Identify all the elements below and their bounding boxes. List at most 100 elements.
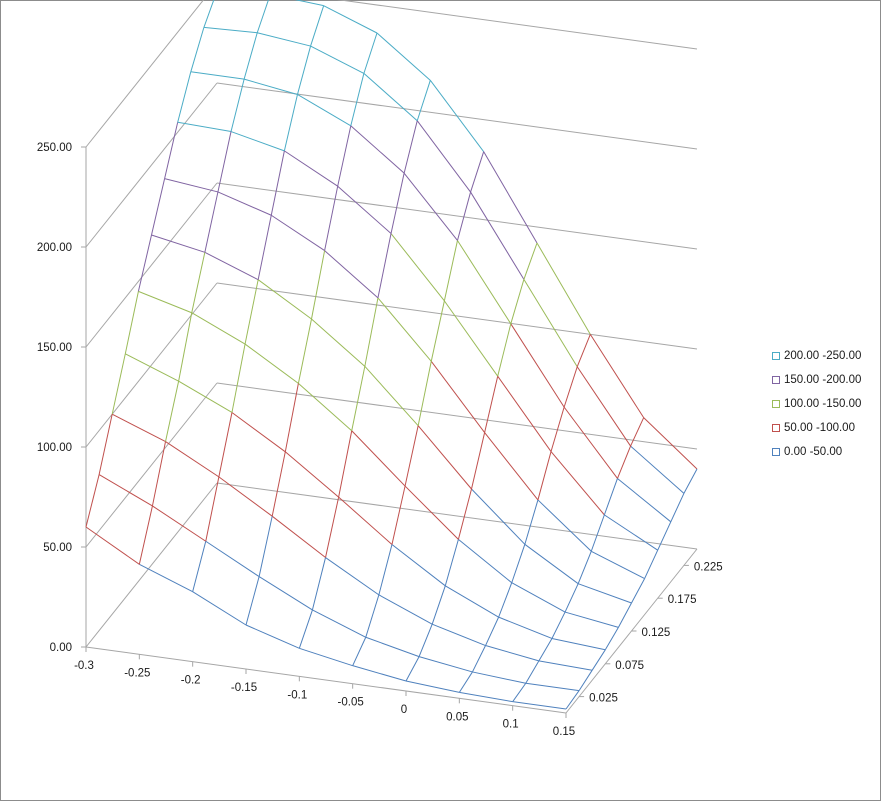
surface-segment xyxy=(430,300,445,362)
surface-segment xyxy=(138,290,192,314)
surface-segment xyxy=(443,300,499,377)
surface-segment xyxy=(270,214,325,252)
surface-segment xyxy=(271,515,326,558)
wall-gridline xyxy=(85,82,218,248)
surface-segment xyxy=(324,250,379,299)
surface-segment xyxy=(257,32,311,47)
surface-segment xyxy=(497,375,552,452)
x-tick-label: -0.25 xyxy=(124,667,150,679)
wall-gridline xyxy=(216,282,698,350)
surface-segment xyxy=(497,323,512,377)
surface-segment xyxy=(456,191,472,241)
surface-segment xyxy=(417,425,472,490)
z-tick-label: 150.00 xyxy=(37,342,72,354)
surface-segment xyxy=(364,297,379,367)
surface-segment xyxy=(483,151,538,244)
surface-segment xyxy=(243,32,258,80)
wall-gridline xyxy=(336,0,698,50)
surface-segment xyxy=(417,361,432,426)
surface-segment xyxy=(657,521,672,551)
surface-segment xyxy=(352,665,407,682)
surface-segment xyxy=(245,624,300,649)
surface-segment xyxy=(365,594,380,638)
surface-segment xyxy=(284,150,338,187)
wall-gridline xyxy=(85,182,218,348)
surface-segment xyxy=(245,576,260,626)
surface-segment xyxy=(98,474,153,507)
legend-label: 50.00 -100.00 xyxy=(784,422,855,434)
surface-segment xyxy=(299,647,353,667)
surface-segment xyxy=(591,550,645,580)
surface-segment xyxy=(471,645,486,673)
surface-segment xyxy=(670,493,685,523)
x-tick-label: -0.15 xyxy=(231,682,257,694)
surface-segment xyxy=(296,45,312,95)
surface-segment xyxy=(511,544,526,583)
surface-segment xyxy=(294,0,324,7)
surface-segment xyxy=(511,582,566,613)
surface-segment xyxy=(538,660,593,671)
surface-segment xyxy=(576,334,591,367)
surface-segment xyxy=(283,94,298,151)
surface-segment xyxy=(524,499,539,545)
surface-segment xyxy=(378,594,433,625)
surface-segment xyxy=(165,381,180,442)
surface-segment xyxy=(404,425,419,487)
legend: 200.00 -250.00 150.00 -200.00 100.00 -15… xyxy=(772,344,861,464)
surface-segment xyxy=(270,150,285,216)
surface-segment xyxy=(525,660,540,684)
surface-segment xyxy=(244,279,259,345)
surface-segment xyxy=(338,496,393,545)
surface-segment xyxy=(351,366,366,431)
surface-segment xyxy=(365,636,420,658)
surface-segment xyxy=(217,131,232,193)
surface-segment xyxy=(536,242,591,335)
x-tick-label: -0.1 xyxy=(287,689,307,701)
surface-segment xyxy=(617,602,632,628)
surface-segment xyxy=(311,250,326,320)
wall-gridline xyxy=(216,382,698,450)
surface-segment xyxy=(376,32,431,81)
surface-segment xyxy=(324,186,339,251)
surface-segment xyxy=(350,125,405,174)
surface-segment xyxy=(244,343,299,384)
surface-segment xyxy=(603,478,618,516)
legend-label: 150.00 -200.00 xyxy=(784,374,862,386)
surface-segment xyxy=(537,451,552,501)
surface-segment xyxy=(297,318,312,384)
x-tick-label: 0 xyxy=(401,704,407,716)
surface-segment xyxy=(683,468,698,494)
x-tick-label: 0.05 xyxy=(446,711,468,723)
surface-segment xyxy=(203,26,258,34)
surface-segment xyxy=(190,71,245,80)
surface-segment xyxy=(405,656,420,682)
surface-segment xyxy=(151,441,167,507)
surface-segment xyxy=(630,417,645,447)
depth-tick-label: 0.225 xyxy=(694,561,723,573)
surface-segment xyxy=(312,609,366,638)
surface-segment xyxy=(458,539,513,584)
depth-tick-label: 0.175 xyxy=(668,594,697,606)
surface-segment xyxy=(350,73,365,126)
surface-segment xyxy=(204,191,219,253)
surface-segment xyxy=(351,430,406,487)
surface-segment xyxy=(431,585,446,625)
surface-segment xyxy=(111,353,126,415)
wall-gridline xyxy=(85,0,205,148)
surface-segment xyxy=(538,638,553,662)
surface-segment xyxy=(138,505,153,565)
surface-segment xyxy=(630,445,685,494)
surface-segment xyxy=(577,583,632,604)
legend-label: 0.00 -50.00 xyxy=(784,446,843,458)
surface-segment xyxy=(591,649,606,671)
x-tick-label: -0.05 xyxy=(338,697,364,709)
surface-segment xyxy=(471,432,486,490)
surface-segment xyxy=(378,544,393,595)
surface-segment xyxy=(177,121,232,133)
surface-segment xyxy=(363,73,418,122)
surface-segment xyxy=(165,441,220,478)
legend-item: 0.00 -50.00 xyxy=(772,440,861,464)
surface-segment xyxy=(98,414,113,475)
x-axis-line xyxy=(85,646,567,714)
